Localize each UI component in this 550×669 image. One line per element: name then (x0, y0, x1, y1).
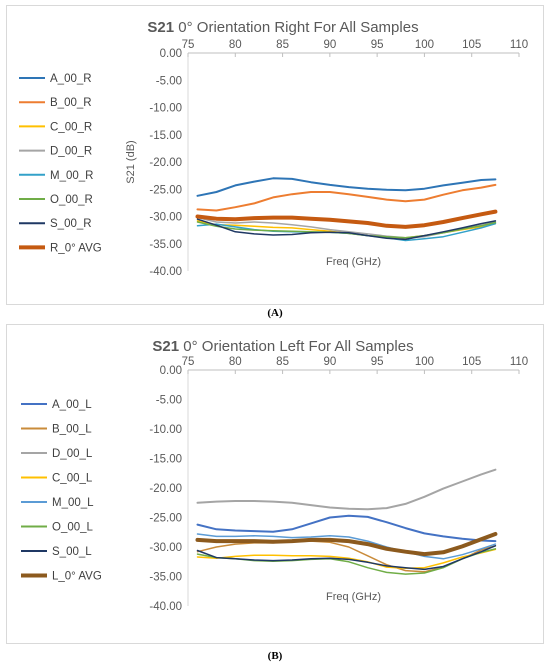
y-tick-label: -10.00 (149, 103, 182, 115)
y-tick-label: -20.00 (149, 483, 182, 495)
x-tick-label: 80 (229, 356, 242, 368)
caption-a: (A) (267, 307, 283, 319)
series-line (196, 514, 497, 543)
legend-label: D_00_L (52, 448, 93, 460)
y-tick-label: -40.00 (149, 601, 182, 613)
x-tick-label: 85 (276, 356, 289, 368)
y-tick-label: -40.00 (149, 266, 182, 278)
series-line (196, 548, 497, 575)
legend-label: A_00_R (50, 73, 92, 85)
x-axis-title: Freq (GHz) (326, 256, 381, 268)
series-line (196, 545, 497, 571)
y-tick-label: -30.00 (149, 212, 182, 224)
x-tick-label: 105 (462, 39, 481, 51)
legend-label: O_00_R (50, 194, 93, 206)
y-tick-label: -30.00 (149, 542, 182, 554)
x-tick-label: 90 (323, 39, 336, 51)
y-tick-label: -15.00 (149, 130, 182, 142)
x-tick-label: 90 (323, 356, 336, 368)
x-tick-label: 75 (182, 356, 195, 368)
x-tick-label: 100 (415, 39, 434, 51)
x-tick-label: 105 (462, 356, 481, 368)
legend-label: C_00_R (50, 121, 92, 133)
y-tick-label: 0.00 (160, 365, 182, 377)
y-tick-label: -25.00 (149, 513, 182, 525)
x-tick-label: 95 (371, 356, 384, 368)
series-line (196, 183, 497, 212)
y-tick-label: 0.00 (160, 48, 182, 60)
chart-title: S21 0° Orientation Left For All Samples (152, 338, 413, 355)
legend-label: S_00_L (52, 546, 92, 558)
caption-b: (B) (267, 650, 283, 662)
y-tick-label: -15.00 (149, 454, 182, 466)
y-tick-label: -5.00 (156, 75, 182, 87)
legend-label: M_00_R (50, 170, 93, 182)
chart-title: S21 0° Orientation Right For All Samples (147, 19, 418, 36)
series-line (196, 177, 497, 197)
y-tick-label: -20.00 (149, 157, 182, 169)
legend-label: O_00_L (52, 522, 94, 534)
series-line (195, 532, 498, 557)
y-axis-title: S21 (dB) (125, 140, 137, 183)
series-line (196, 218, 497, 241)
y-tick-label: -5.00 (156, 395, 182, 407)
chart-panel-b: S21 0° Orientation Left For All Samples 7… (6, 324, 544, 644)
x-tick-label: 110 (510, 39, 528, 51)
series-line (196, 468, 497, 511)
chart-panel-a: S21 0° Orientation Right For All Samples… (6, 5, 544, 305)
legend-label: C_00_L (52, 473, 93, 485)
y-tick-label: -35.00 (149, 239, 182, 251)
x-tick-label: 95 (371, 39, 384, 51)
series-line (196, 548, 497, 569)
legend-label: A_00_L (52, 399, 92, 411)
x-tick-label: 85 (276, 39, 289, 51)
legend-label: S_00_R (50, 218, 92, 230)
x-tick-label: 100 (415, 356, 434, 368)
legend-label: M_00_L (52, 497, 94, 509)
x-tick-label: 110 (510, 356, 528, 368)
chart-a: S21 0° Orientation Right For All Samples… (19, 19, 528, 278)
x-tick-label: 75 (182, 39, 195, 51)
x-axis-title: Freq (GHz) (326, 591, 381, 603)
series-line (195, 209, 498, 229)
series-line (196, 533, 497, 560)
chart-b: S21 0° Orientation Left For All Samples7… (21, 338, 528, 613)
legend-label: B_00_R (50, 97, 92, 109)
legend-label: R_0° AVG (50, 242, 102, 254)
y-tick-label: -35.00 (149, 572, 182, 584)
y-tick-label: -25.00 (149, 184, 182, 196)
y-tick-label: -10.00 (149, 424, 182, 436)
legend-label: L_0° AVG (52, 571, 102, 583)
x-tick-label: 80 (229, 39, 242, 51)
legend-label: D_00_R (50, 146, 92, 158)
legend-label: B_00_L (52, 424, 92, 436)
